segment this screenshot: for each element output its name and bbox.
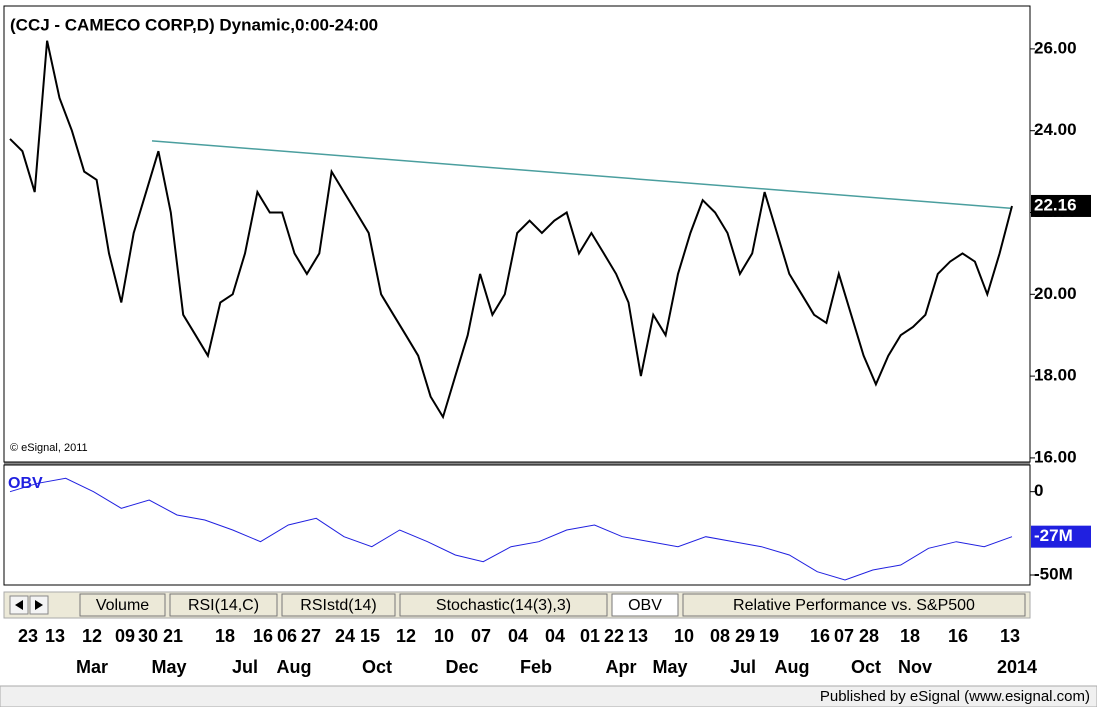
x-day-label: 13 — [628, 626, 648, 646]
y-tick-label: 26.00 — [1034, 38, 1077, 57]
obv-line — [9, 477, 1013, 581]
x-month-label: Feb — [520, 657, 552, 677]
x-day-label: 19 — [759, 626, 779, 646]
y2-tick-label: 0 — [1034, 481, 1043, 500]
x-day-label: 10 — [674, 626, 694, 646]
x-day-label: 24 — [335, 626, 355, 646]
x-day-label: 13 — [1000, 626, 1020, 646]
x-day-label: 21 — [163, 626, 183, 646]
x-day-label: 16 — [810, 626, 830, 646]
indicator-label: OBV — [8, 475, 43, 492]
x-day-label: 15 — [360, 626, 380, 646]
y-tick-label: 20.00 — [1034, 284, 1077, 303]
footer-bar — [0, 685, 1097, 707]
y-tick-label: 24.00 — [1034, 120, 1077, 139]
y2-tick-label: -50M — [1034, 564, 1073, 583]
x-day-label: 27 — [301, 626, 321, 646]
x-month-label: Nov — [898, 657, 932, 677]
footer: Published by eSignal (www.esignal.com) — [820, 688, 1090, 705]
x-month-label: Jul — [232, 657, 258, 677]
x-month-label: May — [652, 657, 687, 677]
y-tick-label: 18.00 — [1034, 366, 1077, 385]
obv-last-label: -27M — [1034, 526, 1073, 545]
x-day-label: 09 — [115, 626, 135, 646]
tab-label: Relative Performance vs. S&P500 — [733, 597, 975, 614]
x-month-label: 2014 — [997, 657, 1037, 677]
x-day-label: 04 — [545, 626, 565, 646]
x-day-label: 07 — [834, 626, 854, 646]
price-line — [9, 40, 1013, 420]
x-day-label: 12 — [82, 626, 102, 646]
x-day-label: 28 — [859, 626, 879, 646]
tab[interactable] — [281, 593, 396, 617]
x-month-label: Aug — [277, 657, 312, 677]
x-day-label: 07 — [471, 626, 491, 646]
indicator-panel — [3, 464, 1031, 586]
x-month-label: Aug — [775, 657, 810, 677]
x-day-label: 04 — [508, 626, 528, 646]
x-day-label: 08 — [710, 626, 730, 646]
obv-last-box — [1031, 525, 1091, 548]
x-day-label: 13 — [45, 626, 65, 646]
x-month-label: Jul — [730, 657, 756, 677]
y-tick-label: 16.00 — [1034, 447, 1077, 466]
x-day-label: 01 — [580, 626, 600, 646]
x-day-label: 30 — [138, 626, 158, 646]
tab-label: RSIstd(14) — [300, 597, 376, 614]
tab-label: RSI(14,C) — [188, 597, 259, 614]
last-value-box — [1031, 194, 1091, 217]
x-month-label: Oct — [851, 657, 881, 677]
x-month-label: May — [151, 657, 186, 677]
tab[interactable] — [682, 593, 1026, 617]
x-month-label: Mar — [76, 657, 108, 677]
chart-title: (CCJ - CAMECO CORP,D) Dynamic,0:00-24:00 — [10, 15, 378, 34]
tab[interactable] — [611, 593, 679, 617]
tab[interactable] — [169, 593, 278, 617]
tab[interactable] — [79, 593, 166, 617]
x-day-label: 22 — [604, 626, 624, 646]
scroll-right[interactable] — [29, 595, 49, 615]
x-day-label: 23 — [18, 626, 38, 646]
tab-label: OBV — [628, 597, 662, 614]
x-day-label: 10 — [434, 626, 454, 646]
x-day-label: 29 — [735, 626, 755, 646]
x-day-label: 16 — [253, 626, 273, 646]
x-month-label: Dec — [445, 657, 478, 677]
trendline — [151, 140, 1013, 210]
tab-label: Stochastic(14(3),3) — [436, 597, 571, 614]
last-value-label: 22.16 — [1034, 195, 1077, 214]
tab[interactable] — [399, 593, 608, 617]
x-day-label: 18 — [900, 626, 920, 646]
x-day-label: 12 — [396, 626, 416, 646]
watermark: © eSignal, 2011 — [10, 442, 88, 454]
x-day-label: 18 — [215, 626, 235, 646]
scroll-left[interactable] — [9, 595, 29, 615]
x-month-label: Oct — [362, 657, 392, 677]
tab-label: Volume — [96, 597, 149, 614]
x-month-label: Apr — [606, 657, 637, 677]
x-day-label: 16 — [948, 626, 968, 646]
x-day-label: 06 — [277, 626, 297, 646]
